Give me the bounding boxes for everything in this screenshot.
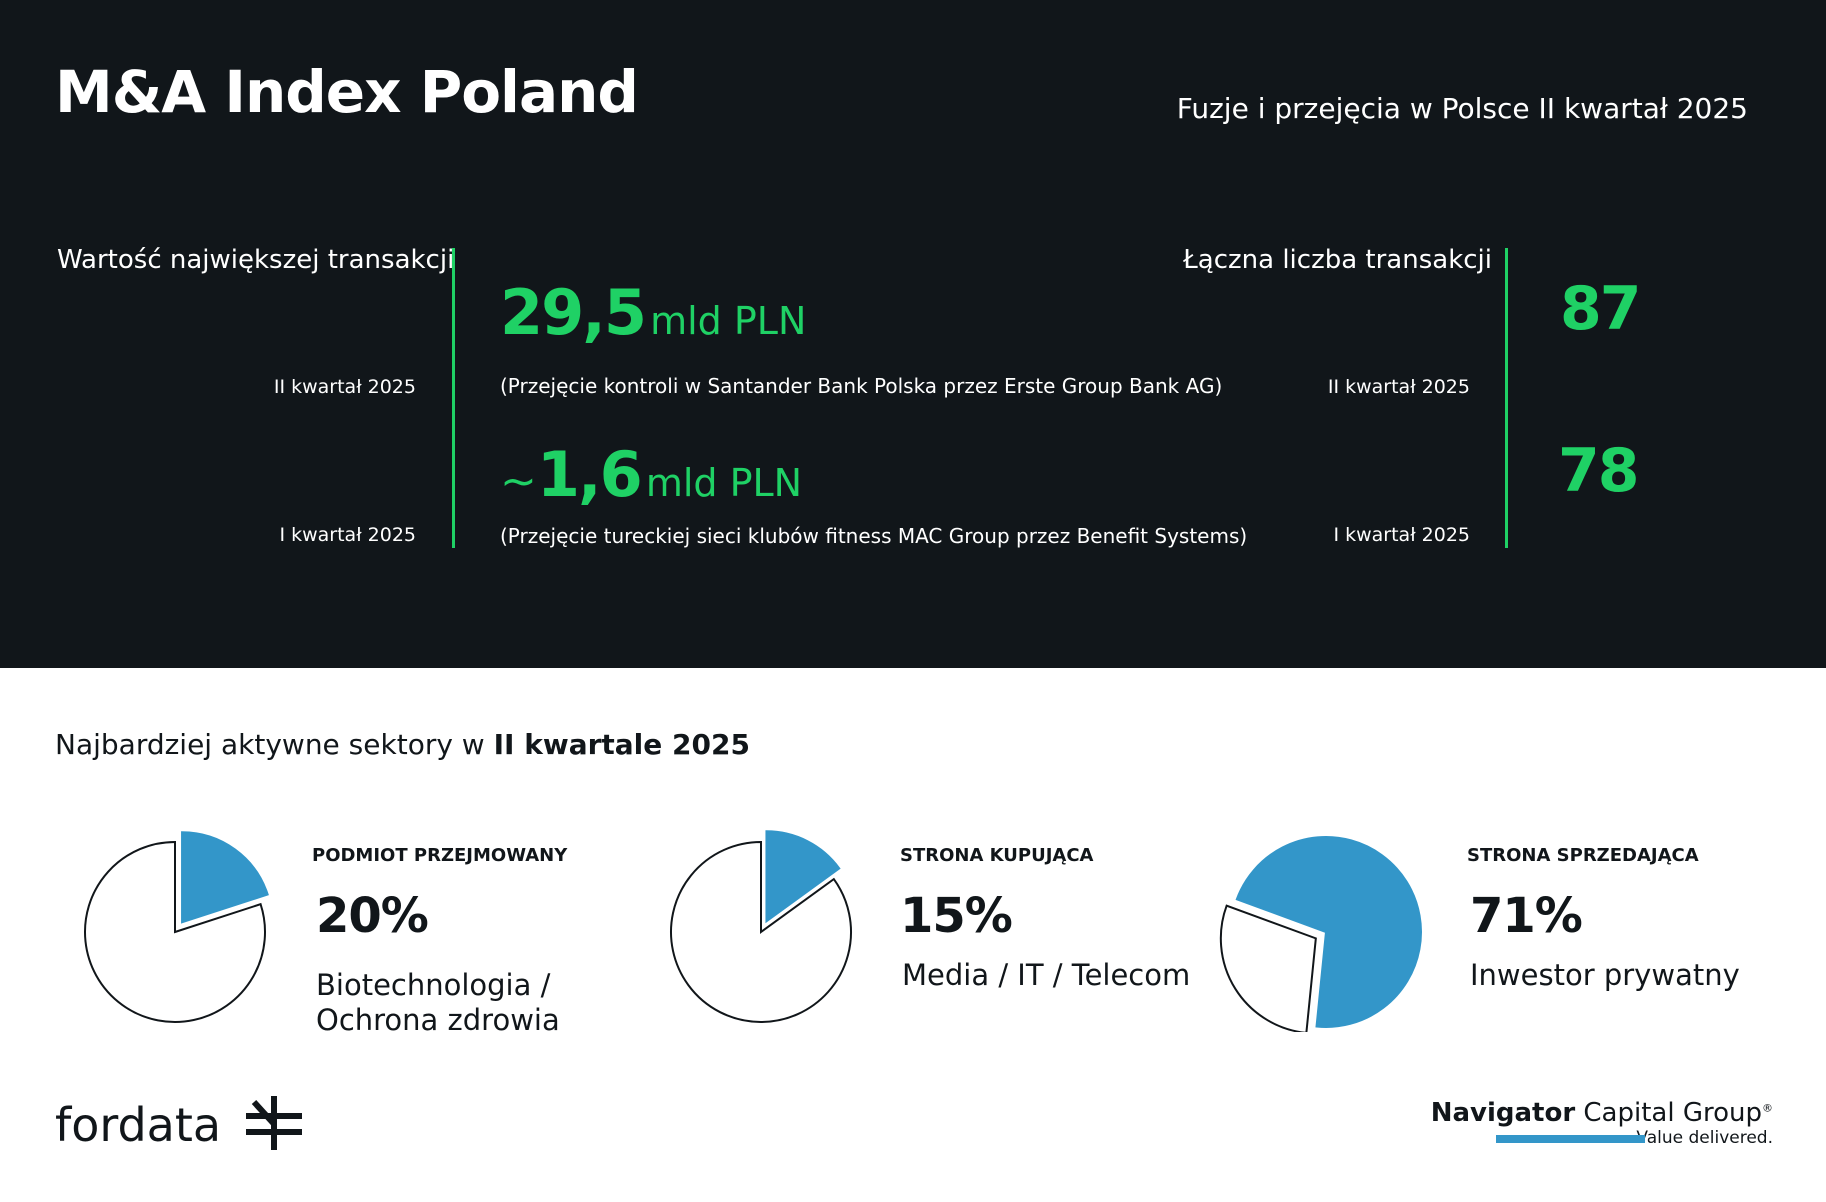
deal-value-q1: ~1,6 mld PLN: [500, 438, 802, 511]
sector-category-0: PODMIOT PRZEJMOWANY: [312, 845, 568, 866]
sector-name-line: Biotechnologia /: [316, 968, 551, 1002]
deal-quarter-q2: II kwartał 2025: [273, 376, 416, 398]
sector-percent-2: 71%: [1470, 888, 1583, 944]
sectors-title: Najbardziej aktywne sektory w II kwartal…: [55, 728, 750, 761]
pie-slice-rest: [670, 840, 852, 1023]
sector-name-line: Ochrona zdrowia: [316, 1003, 560, 1037]
deal-value-unit: mld PLN: [645, 461, 803, 505]
divider-left: [452, 248, 455, 548]
count-quarter-q2: II kwartał 2025: [1327, 376, 1470, 398]
divider-right: [1505, 248, 1508, 548]
navigator-logo-tagline: Value delivered.: [1636, 1128, 1773, 1148]
deal-description-q2: (Przejęcie kontroli w Santander Bank Pol…: [500, 374, 1223, 398]
pie-chart-acquired: [84, 831, 269, 1023]
fordata-logo-icon: [246, 1096, 302, 1150]
sectors-title-prefix: Najbardziej aktywne sektory w: [55, 728, 485, 761]
pie-chart-buyer: [670, 830, 852, 1023]
sectors-title-bold: II kwartale 2025: [493, 728, 750, 761]
count-value-q2: 87: [1560, 274, 1641, 344]
navigator-logo-rest: Capital Group: [1583, 1098, 1762, 1128]
sector-name-0: Biotechnologia / Ochrona zdrowia: [316, 968, 596, 1038]
pie-slice-highlight: [765, 830, 841, 924]
navigator-logo: Navigator Capital Group® Value delivered…: [1431, 1098, 1773, 1148]
pie-chart-seller: [1219, 836, 1422, 1032]
total-deals-label: Łączna liczba transakcji: [1183, 245, 1492, 275]
navigator-logo-name: Navigator Capital Group®: [1431, 1098, 1773, 1128]
deal-value-number: 29,5: [500, 276, 647, 349]
sector-category-2: STRONA SPRZEDAJĄCA: [1467, 845, 1699, 866]
navigator-logo-bar: [1496, 1135, 1645, 1143]
deal-quarter-q1: I kwartał 2025: [279, 524, 416, 546]
sector-percent-0: 20%: [316, 888, 429, 944]
pie-slice-highlight: [181, 831, 269, 924]
pie-slice-rest: [84, 840, 266, 1023]
navigator-logo-reg: ®: [1762, 1101, 1773, 1115]
pie-slice-highlight: [1235, 836, 1422, 1028]
header-panel: [0, 0, 1826, 668]
sector-name-2: Inwestor prywatny: [1470, 958, 1740, 992]
sector-percent-1: 15%: [900, 888, 1013, 944]
page-title: M&A Index Poland: [55, 58, 639, 126]
deal-description-q1: (Przejęcie tureckiej sieci klubów fitnes…: [500, 524, 1248, 548]
navigator-logo-bold: Navigator: [1430, 1098, 1576, 1128]
deal-value-number: 1,6: [536, 438, 643, 511]
deal-value-q2: 29,5 mld PLN: [500, 276, 806, 349]
sector-category-1: STRONA KUPUJĄCA: [900, 845, 1094, 866]
deal-value-unit: mld PLN: [650, 299, 807, 343]
pie-slice-rest: [1219, 904, 1317, 1032]
sector-name-1: Media / IT / Telecom: [902, 958, 1191, 992]
largest-deal-label: Wartość największej transakcji: [57, 245, 455, 275]
page-subtitle: Fuzje i przejęcia w Polsce II kwartał 20…: [1176, 92, 1748, 125]
count-value-q1: 78: [1558, 436, 1639, 506]
fordata-logo-text: fordata: [55, 1098, 222, 1152]
deal-value-prefix: ~: [500, 456, 537, 507]
count-quarter-q1: I kwartał 2025: [1333, 524, 1470, 546]
